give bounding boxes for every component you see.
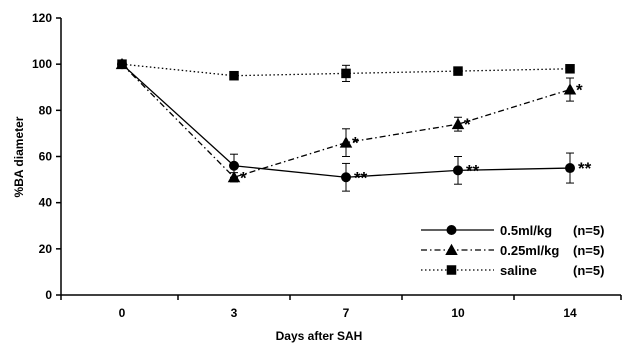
data-point xyxy=(565,163,575,174)
legend-n-label: (n=5) xyxy=(573,223,604,238)
y-tick-label: 100 xyxy=(32,57,52,71)
series-line xyxy=(121,63,571,179)
x-tick-label: 3 xyxy=(231,306,238,320)
significance-label: ** xyxy=(578,159,592,178)
legend-n-label: (n=5) xyxy=(573,263,604,278)
data-point xyxy=(227,171,241,183)
legend-item: 0.5ml/kg (n=5) xyxy=(421,223,604,238)
legend-marker xyxy=(445,243,458,255)
data-point xyxy=(563,83,577,95)
y-tick-label: 20 xyxy=(39,242,53,256)
legend-label: saline xyxy=(500,263,537,278)
significance-label: * xyxy=(464,115,471,134)
data-point xyxy=(117,59,127,69)
legend-marker xyxy=(446,225,457,235)
x-tick-label: 0 xyxy=(119,306,126,320)
significance-label: ** xyxy=(466,161,480,180)
legend-marker xyxy=(446,265,457,275)
legend-n-label: (n=5) xyxy=(573,243,604,258)
data-point xyxy=(451,117,465,130)
y-tick-label: 120 xyxy=(32,11,52,25)
significance-label: * xyxy=(352,134,359,153)
significance-label: ** xyxy=(354,168,368,187)
data-point xyxy=(229,160,239,171)
series-square xyxy=(117,59,575,82)
data-point xyxy=(453,165,463,176)
y-axis-label: %BA diameter xyxy=(12,116,26,197)
legend-item: saline (n=5) xyxy=(421,263,604,278)
series-layer: ** ** ****** xyxy=(115,57,592,192)
significance-label: * xyxy=(576,81,583,100)
data-point xyxy=(341,68,351,79)
legend: 0.5ml/kg (n=5) 0.25ml/kg (n=5) saline (n=5) xyxy=(421,223,604,278)
data-point xyxy=(453,66,463,76)
y-tick-label: 80 xyxy=(39,103,53,117)
legend-label: 0.5ml/kg xyxy=(500,223,552,238)
x-tick-label: 7 xyxy=(343,306,350,320)
data-point xyxy=(339,136,353,148)
legend-label: 0.25ml/kg xyxy=(500,243,559,258)
axes: 0 20 40 60 80 100 120 0 3 7 10 14 xyxy=(32,11,622,320)
x-axis-label: Days after SAH xyxy=(276,329,363,343)
x-tick-label: 10 xyxy=(451,306,465,320)
series-circle: ** ** ** xyxy=(117,59,592,192)
legend-item: 0.25ml/kg (n=5) xyxy=(421,243,604,258)
series-triangle: **** xyxy=(115,57,583,187)
x-tick-label: 14 xyxy=(563,306,577,320)
data-point xyxy=(229,70,239,81)
y-tick-label: 0 xyxy=(45,288,52,302)
data-point xyxy=(565,64,575,74)
data-point xyxy=(341,172,351,183)
y-tick-label: 40 xyxy=(39,196,53,210)
significance-label: * xyxy=(240,168,247,187)
y-tick-label: 60 xyxy=(39,150,53,164)
